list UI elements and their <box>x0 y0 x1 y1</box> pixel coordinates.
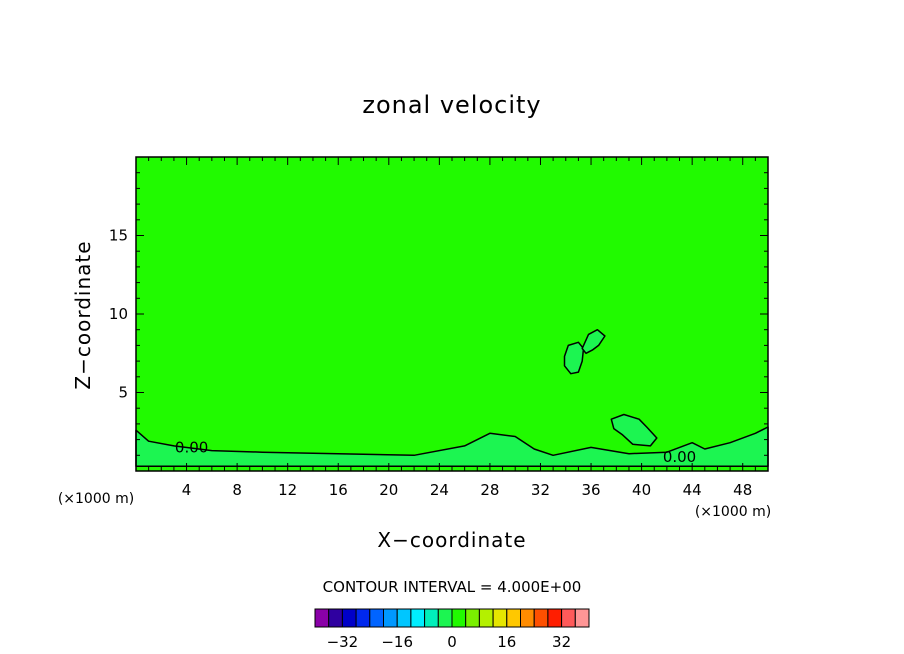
colorbar-swatch <box>437 608 453 628</box>
colorbar-swatch <box>383 608 398 628</box>
colorbar: −32 −16 0 16 32 <box>314 608 590 651</box>
y-tick-label: 5 <box>118 384 128 402</box>
x-axis-unit-left: (×1000 m) <box>58 491 134 507</box>
contour-label: 0.00 <box>175 438 208 456</box>
colorbar-swatch <box>410 608 426 628</box>
y-tick-label: 15 <box>109 227 128 245</box>
x-tick-label: 28 <box>480 481 499 499</box>
contour-region <box>135 426 769 468</box>
x-tick-label: 20 <box>379 481 398 499</box>
contour-label: 0.00 <box>663 448 696 466</box>
colorbar-swatch <box>328 608 343 628</box>
contour-region <box>563 341 585 375</box>
contour-labels: 0.00 0.00 <box>175 438 696 465</box>
colorbar-swatch <box>574 608 590 628</box>
x-tick-label: 24 <box>430 481 449 499</box>
plot-background <box>136 157 768 471</box>
contour-region <box>610 413 658 447</box>
x-axis-unit-right: (×1000 m) <box>695 504 771 520</box>
x-axis-label: X−coordinate <box>377 528 526 552</box>
colorbar-swatch <box>314 608 330 628</box>
x-tick-label: 16 <box>329 481 348 499</box>
chart-title: zonal velocity <box>362 91 541 119</box>
colorbar-swatch <box>341 608 357 628</box>
colorbar-swatch <box>547 608 563 628</box>
contour-region <box>581 328 606 355</box>
colorbar-swatch <box>369 608 384 628</box>
contour-interval-text: CONTOUR INTERVAL = 4.000E+00 <box>323 578 582 596</box>
colorbar-tick-label: −16 <box>381 633 413 651</box>
colorbar-swatch <box>492 608 508 628</box>
colorbar-swatch <box>465 608 480 628</box>
colorbar-swatch <box>520 608 535 628</box>
colorbar-swatch <box>506 608 521 628</box>
velocity-regions <box>135 328 769 468</box>
colorbar-tick-label: 0 <box>447 633 457 651</box>
colorbar-tick-label: 32 <box>552 633 571 651</box>
colorbar-swatch <box>478 608 494 628</box>
colorbar-tick-label: 16 <box>497 633 516 651</box>
colorbar-swatch <box>561 608 576 628</box>
x-tick-label: 4 <box>182 481 192 499</box>
colorbar-swatch <box>451 608 467 628</box>
colorbar-swatch <box>355 608 371 628</box>
x-tick-label: 40 <box>632 481 651 499</box>
colorbar-swatch <box>533 608 549 628</box>
colorbar-swatch <box>424 608 439 628</box>
x-tick-label: 32 <box>531 481 550 499</box>
x-tick-label: 48 <box>733 481 752 499</box>
x-tick-label: 36 <box>581 481 600 499</box>
x-tick-label: 12 <box>278 481 297 499</box>
y-tick-label: 10 <box>109 305 128 323</box>
y-axis-label: Z−coordinate <box>71 240 95 389</box>
colorbar-tick-label: −32 <box>327 633 359 651</box>
colorbar-swatch <box>396 608 412 628</box>
x-tick-label: 44 <box>683 481 702 499</box>
x-tick-label: 8 <box>232 481 242 499</box>
